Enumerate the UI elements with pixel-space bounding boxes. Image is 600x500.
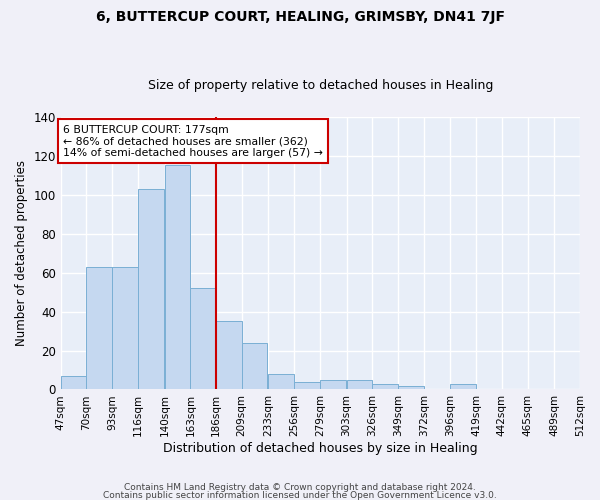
Bar xyxy=(451,384,476,390)
Bar xyxy=(347,380,373,390)
Text: Contains HM Land Registry data © Crown copyright and database right 2024.: Contains HM Land Registry data © Crown c… xyxy=(124,484,476,492)
Title: Size of property relative to detached houses in Healing: Size of property relative to detached ho… xyxy=(148,79,493,92)
X-axis label: Distribution of detached houses by size in Healing: Distribution of detached houses by size … xyxy=(163,442,478,455)
Bar xyxy=(86,267,112,390)
Bar xyxy=(190,288,216,390)
Text: 6, BUTTERCUP COURT, HEALING, GRIMSBY, DN41 7JF: 6, BUTTERCUP COURT, HEALING, GRIMSBY, DN… xyxy=(95,10,505,24)
Bar xyxy=(320,380,346,390)
Bar xyxy=(112,267,138,390)
Bar xyxy=(268,374,294,390)
Bar xyxy=(164,166,190,390)
Bar xyxy=(294,382,320,390)
Y-axis label: Number of detached properties: Number of detached properties xyxy=(15,160,28,346)
Text: 6 BUTTERCUP COURT: 177sqm
← 86% of detached houses are smaller (362)
14% of semi: 6 BUTTERCUP COURT: 177sqm ← 86% of detac… xyxy=(63,124,323,158)
Text: Contains public sector information licensed under the Open Government Licence v3: Contains public sector information licen… xyxy=(103,490,497,500)
Bar xyxy=(61,376,86,390)
Bar xyxy=(138,189,164,390)
Bar xyxy=(242,342,268,390)
Bar xyxy=(398,386,424,390)
Bar xyxy=(216,322,242,390)
Bar xyxy=(373,384,398,390)
